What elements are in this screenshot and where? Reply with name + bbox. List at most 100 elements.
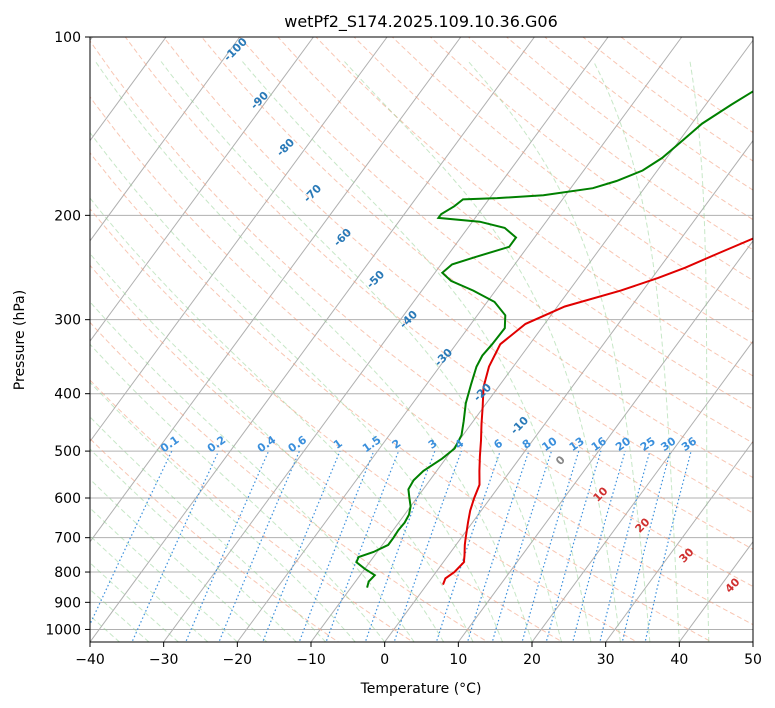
chart-title: wetPf2_S174.2025.109.10.36.G06 [284, 12, 558, 32]
moist-adiabat [344, 61, 621, 642]
y-tick-label: 1000 [45, 622, 81, 638]
mixing-ratio-line [466, 450, 530, 642]
moist-adiabat [242, 61, 592, 642]
dry-adiabat-label: 30 [677, 545, 697, 565]
dry-adiabat [90, 208, 639, 642]
y-axis-label: Pressure (hPa) [12, 290, 28, 390]
mixing-ratio-line [262, 450, 341, 642]
dry-adiabat [277, 37, 753, 410]
x-tick-label: −40 [75, 652, 105, 668]
isotherm-line [90, 37, 241, 242]
dry-adiabat [90, 151, 713, 642]
mixing-ratio-line [298, 450, 375, 642]
isotherm-line [678, 540, 753, 642]
dry-adiabat-label: -40 [397, 308, 420, 331]
mixing-ratio-line [393, 450, 462, 642]
y-tick-label: 900 [54, 595, 81, 611]
moist-adiabat [90, 535, 209, 642]
dry-adiabat-label: -80 [274, 136, 297, 159]
mixing-ratio-line [491, 450, 553, 642]
moist-adiabat [468, 61, 651, 642]
series-layer [355, 90, 753, 588]
y-tick-label: 500 [54, 444, 81, 460]
plot-frame [89, 36, 754, 643]
dewpoint-line [355, 90, 753, 588]
y-tick-label: 600 [54, 491, 81, 507]
mixing-ratio-label: 0.1 [158, 433, 181, 455]
moist-adiabat [593, 61, 680, 642]
isotherm-line [90, 37, 314, 343]
y-tick-label: 200 [54, 208, 81, 224]
x-tick-label: 50 [744, 652, 762, 668]
y-tick-label: 400 [54, 387, 81, 403]
x-tick-label: −30 [149, 652, 179, 668]
mixing-ratio-label: 1.5 [360, 433, 383, 455]
moist-adiabat [90, 478, 268, 642]
dry-adiabat-label: -100 [221, 35, 250, 64]
dry-adiabat [430, 37, 753, 282]
dry-adiabat [391, 37, 753, 313]
dry-adiabat [90, 264, 564, 642]
dry-adiabat-label: 0 [553, 453, 568, 468]
x-tick-label: 30 [597, 652, 615, 668]
mixing-ratio-line [599, 450, 651, 642]
x-tick-label: 0 [380, 652, 389, 668]
grid-lines [90, 37, 753, 642]
isotherm-line [384, 139, 753, 642]
mixing-ratio-label: 3 [426, 437, 440, 452]
moist-adiabat [90, 448, 297, 642]
isotherm-line [236, 37, 683, 642]
mixing-ratio-label: 0.4 [255, 433, 279, 455]
mixing-ratio-line [521, 450, 580, 642]
mixing-ratio-line [572, 450, 626, 642]
temperature-line [442, 237, 753, 585]
mixing-ratio-line [90, 450, 173, 626]
dry-adiabat-label: -10 [508, 414, 531, 437]
moist-adiabat [90, 131, 503, 642]
mixing-ratio-line [364, 450, 436, 642]
mixing-ratio-line [545, 450, 602, 642]
y-tick-label: 700 [54, 531, 81, 547]
mixing-ratio-label: 0.6 [286, 433, 310, 455]
moist-adiabat [160, 61, 562, 642]
mixing-ratio-line [621, 450, 671, 642]
isotherm-line [90, 37, 167, 142]
dry-adiabat-label: -20 [471, 381, 494, 404]
moist-adiabat [95, 61, 533, 642]
mixing-ratio-line [325, 450, 400, 642]
isotherm-line [752, 641, 753, 642]
dry-adiabat-label: 20 [633, 515, 653, 535]
mixing-ratio-label: 2 [390, 437, 404, 452]
y-axis: 100 200 300 400 500 600 700 800 900 1000 [45, 30, 90, 638]
y-tick-label: 100 [54, 30, 81, 46]
mixing-ratio-line [218, 450, 300, 642]
dry-adiabat [239, 37, 753, 444]
isotherm-line [90, 37, 462, 543]
x-tick-label: −20 [223, 652, 253, 668]
mixing-ratio-line [131, 450, 220, 642]
isotherm-line [457, 240, 753, 642]
dry-adiabat [90, 40, 753, 588]
isotherm-line [90, 37, 535, 642]
dry-adiabat-label: -60 [331, 226, 354, 249]
x-tick-label: −10 [296, 652, 326, 668]
isotherm-line [531, 340, 753, 642]
mixing-ratio-line [435, 450, 501, 642]
y-tick-label: 300 [54, 313, 81, 329]
mixing-ratio-line [644, 450, 692, 642]
dry-adiabat-label: 10 [591, 484, 611, 504]
moist-adiabat [90, 343, 386, 642]
isotherm-line [163, 37, 609, 642]
dry-adiabat [90, 321, 489, 642]
moist-adiabat [90, 301, 415, 642]
dry-adiabat [90, 379, 414, 642]
isotherm-line [605, 440, 753, 642]
y-tick-label: 800 [54, 565, 81, 581]
dry-adiabat [124, 37, 753, 550]
mixing-ratio-label: 8 [520, 437, 534, 452]
dry-adiabat [544, 37, 753, 191]
dry-adiabat [90, 437, 340, 642]
moist-adiabat [90, 381, 356, 642]
mixing-ratio-label: 6 [491, 437, 505, 452]
x-axis-label: Temperature (°C) [360, 681, 482, 697]
